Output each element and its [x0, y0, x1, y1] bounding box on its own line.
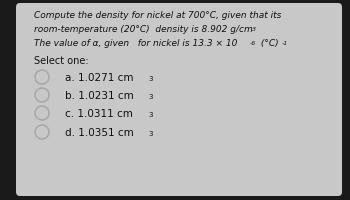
Text: room-temperature (20°C)  density is 8.902 g/cm: room-temperature (20°C) density is 8.902…: [34, 25, 253, 34]
Text: Select one:: Select one:: [34, 56, 89, 66]
Text: c. 1.0311 cm: c. 1.0311 cm: [65, 108, 133, 118]
Text: 3: 3: [148, 130, 153, 136]
Text: 3: 3: [148, 111, 153, 117]
FancyBboxPatch shape: [16, 4, 342, 196]
Text: (°C): (°C): [258, 39, 279, 48]
Text: d. 1.0351 cm: d. 1.0351 cm: [65, 127, 134, 137]
Text: The value of α, given   for nickel is 13.3 × 10: The value of α, given for nickel is 13.3…: [34, 39, 237, 48]
Text: -1: -1: [282, 41, 288, 46]
Text: 3: 3: [148, 76, 153, 82]
Text: b. 1.0231 cm: b. 1.0231 cm: [65, 91, 134, 100]
Text: -6: -6: [250, 41, 256, 46]
Text: Compute the density for nickel at 700°C, given that its: Compute the density for nickel at 700°C,…: [34, 11, 281, 20]
Text: 3: 3: [252, 27, 256, 32]
Text: 3: 3: [148, 94, 153, 100]
Text: a. 1.0271 cm: a. 1.0271 cm: [65, 73, 133, 83]
